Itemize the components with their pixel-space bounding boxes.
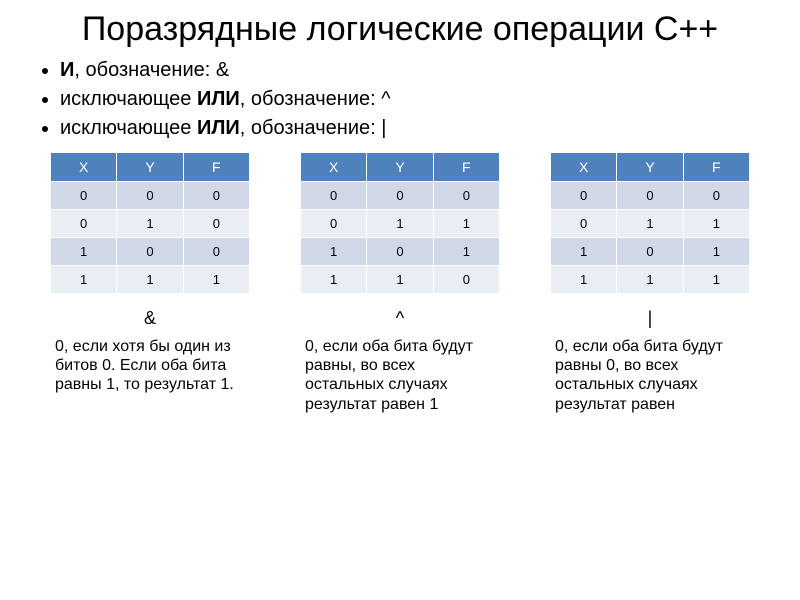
col-header: F	[683, 153, 749, 182]
bullet-item: исключающее ИЛИ, обозначение: |	[60, 115, 770, 142]
bullet-rest: , обозначение: |	[240, 117, 387, 139]
operator-symbol-or: |	[648, 308, 653, 329]
table-header-row: X Y F	[51, 153, 250, 182]
bullet-bold: ИЛИ	[197, 117, 240, 139]
table-row: 101	[551, 238, 750, 266]
bullet-item: И, обозначение: &	[60, 57, 770, 84]
bullet-prefix: исключающее	[60, 88, 197, 110]
truth-block-xor: X Y F 000 011 101 110 ^ 0, если оба бита…	[280, 152, 520, 414]
bullet-list: И, обозначение: & исключающее ИЛИ, обозн…	[60, 57, 770, 142]
bullet-rest: , обозначение: ^	[240, 88, 391, 110]
table-row: 100	[51, 238, 250, 266]
col-header: F	[183, 153, 249, 182]
table-row: 000	[51, 182, 250, 210]
table-row: 000	[551, 182, 750, 210]
slide-title: Поразрядные логические операции C++	[30, 10, 770, 49]
col-header: X	[551, 153, 617, 182]
table-row: 011	[301, 210, 500, 238]
bullet-bold: И	[60, 59, 74, 81]
table-row: 011	[551, 210, 750, 238]
bullet-bold: ИЛИ	[197, 88, 240, 110]
col-header: Y	[117, 153, 183, 182]
table-row: 101	[301, 238, 500, 266]
operator-symbol-xor: ^	[396, 308, 404, 329]
table-row: 111	[551, 266, 750, 294]
bullet-prefix: исключающее	[60, 117, 197, 139]
truth-table-or: X Y F 000 011 101 111	[550, 152, 750, 294]
table-row: 010	[51, 210, 250, 238]
table-header-row: X Y F	[551, 153, 750, 182]
operator-symbol-and: &	[144, 308, 156, 329]
col-header: Y	[617, 153, 683, 182]
table-row: 111	[51, 266, 250, 294]
bullet-item: исключающее ИЛИ, обозначение: ^	[60, 86, 770, 113]
truth-table-and: X Y F 000 010 100 111	[50, 152, 250, 294]
col-header: X	[51, 153, 117, 182]
operator-desc-or: 0, если оба бита будут равны 0, во всех …	[555, 337, 745, 414]
truth-block-or: X Y F 000 011 101 111 | 0, если оба бита…	[530, 152, 770, 414]
col-header: X	[301, 153, 367, 182]
table-row: 110	[301, 266, 500, 294]
col-header: Y	[367, 153, 433, 182]
table-row: 000	[301, 182, 500, 210]
col-header: F	[433, 153, 499, 182]
slide: Поразрядные логические операции C++ И, о…	[0, 0, 800, 600]
tables-row: X Y F 000 010 100 111 & 0, если хотя бы …	[30, 152, 770, 414]
bullet-rest: , обозначение: &	[74, 59, 229, 81]
operator-desc-xor: 0, если оба бита будут равны, во всех ос…	[305, 337, 495, 414]
truth-table-xor: X Y F 000 011 101 110	[300, 152, 500, 294]
truth-block-and: X Y F 000 010 100 111 & 0, если хотя бы …	[30, 152, 270, 414]
operator-desc-and: 0, если хотя бы один из битов 0. Если об…	[55, 337, 245, 395]
table-header-row: X Y F	[301, 153, 500, 182]
